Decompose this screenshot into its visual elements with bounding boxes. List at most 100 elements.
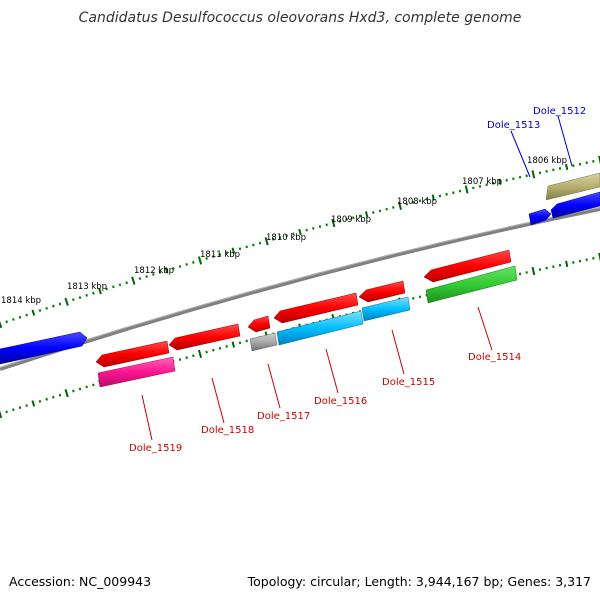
scale-tick <box>264 237 269 246</box>
scale-tick <box>5 410 8 414</box>
scale-tick <box>98 287 102 295</box>
scale-tick <box>238 341 242 345</box>
scale-tick <box>0 410 3 419</box>
scale-tick <box>585 258 588 262</box>
scale-tick <box>398 201 402 210</box>
scale-tick <box>338 219 342 223</box>
scale-tick <box>218 346 222 350</box>
gene-cyan-2[interactable] <box>361 296 411 322</box>
scale-tick <box>238 247 242 251</box>
scale-tick <box>538 268 542 271</box>
gene-label-dole-1512[interactable]: Dole_1512 <box>533 106 586 117</box>
gene-labels: Dole_1512 Dole_1513 Dole_1514 Dole_1515 … <box>129 106 586 454</box>
scale-tick <box>412 296 415 300</box>
scale-tick <box>418 199 422 203</box>
scale-tick <box>118 283 122 287</box>
scale-tick <box>325 223 328 227</box>
scale-tick <box>552 168 555 172</box>
scale-tick <box>12 318 15 321</box>
scale-tick <box>312 226 315 230</box>
gene-gray[interactable] <box>249 332 278 352</box>
gene-blue-left[interactable] <box>0 331 88 365</box>
gene-label-dole-1513[interactable]: Dole_1513 <box>487 120 540 131</box>
scale-tick <box>512 177 515 181</box>
kbp-label: 1811 kbp <box>200 250 240 260</box>
scale-tick <box>531 266 536 276</box>
scale-tick <box>472 186 475 190</box>
scale-tick <box>585 161 588 165</box>
gene-dole-1517[interactable] <box>247 315 271 333</box>
gene-label-dole-1516[interactable]: Dole_1516 <box>314 396 367 407</box>
scale-tick <box>85 385 88 389</box>
scale-tick <box>178 265 182 268</box>
scale-tick <box>278 236 282 239</box>
kbp-label: 1814 kbp <box>1 296 41 306</box>
scale-tick <box>92 291 95 295</box>
scale-tick <box>518 175 522 179</box>
scale-tick <box>164 267 169 274</box>
scale-tick <box>545 266 548 270</box>
gene-label-dole-1514[interactable]: Dole_1514 <box>468 352 521 363</box>
scale-tick <box>38 309 42 313</box>
scale-tick <box>245 245 248 249</box>
gene-label-dole-1519[interactable]: Dole_1519 <box>129 443 182 454</box>
scale-tick <box>5 320 9 324</box>
scale-tick <box>158 271 162 274</box>
gene-label-dole-1517[interactable]: Dole_1517 <box>257 411 310 422</box>
kbp-scale-labels: 1814 kbp 1813 kbp 1812 kbp 1811 kbp 1810… <box>1 156 567 306</box>
gene-dole-1519[interactable] <box>95 340 170 368</box>
scale-tick <box>572 164 575 168</box>
scale-tick <box>31 400 36 407</box>
scale-tick <box>485 183 488 187</box>
accession-text: Accession: NC_009943 <box>9 574 151 589</box>
scale-tick <box>218 253 222 256</box>
gene-olive[interactable] <box>545 172 600 201</box>
gene-dole-1514[interactable] <box>423 249 512 283</box>
gene-green[interactable] <box>425 265 518 304</box>
scale-tick <box>378 209 382 213</box>
scale-tick <box>285 234 288 238</box>
scale-tick <box>431 194 435 201</box>
scale-tick <box>0 320 3 329</box>
scale-tick <box>505 178 508 182</box>
gene-label-dole-1518[interactable]: Dole_1518 <box>201 425 254 436</box>
kbp-label: 1807 kbp <box>462 177 502 187</box>
scale-tick <box>518 272 522 276</box>
scale-tick <box>305 228 308 232</box>
scale-tick <box>418 295 422 299</box>
scale-tick <box>31 309 36 316</box>
scale-tick <box>412 201 415 204</box>
scale-tick <box>298 228 302 236</box>
scale-tick <box>225 345 228 348</box>
scale-tick <box>492 181 495 185</box>
gene-dole-1513[interactable] <box>528 208 552 226</box>
scale-tick <box>458 189 462 193</box>
scale-tick <box>318 225 322 228</box>
scale-tick <box>478 184 482 188</box>
gene-dole-1515[interactable] <box>358 280 406 303</box>
scale-tick <box>205 350 208 354</box>
scale-tick <box>592 256 595 260</box>
scale-tick <box>212 255 215 258</box>
gene-dole-1518[interactable] <box>168 323 241 351</box>
gene-magenta[interactable] <box>97 356 176 388</box>
scale-tick <box>52 395 55 399</box>
scale-tick <box>525 271 528 274</box>
scale-tick <box>18 406 22 410</box>
scale-tick <box>292 232 295 236</box>
gene-dole-1512[interactable] <box>550 191 600 219</box>
scale-tick <box>178 358 182 361</box>
gene-dole-1516[interactable] <box>273 292 359 324</box>
scale-tick <box>545 169 548 173</box>
scale-tick <box>364 211 369 218</box>
scale-tick <box>385 207 388 211</box>
scale-tick <box>185 263 188 266</box>
gene-label-dole-1515[interactable]: Dole_1515 <box>382 377 435 388</box>
outer-tick-track <box>0 155 600 329</box>
kbp-label: 1812 kbp <box>134 266 174 276</box>
scale-tick <box>231 341 236 348</box>
scale-tick <box>464 185 469 194</box>
gene-cyan-1[interactable] <box>276 310 364 346</box>
scale-tick <box>258 241 262 245</box>
